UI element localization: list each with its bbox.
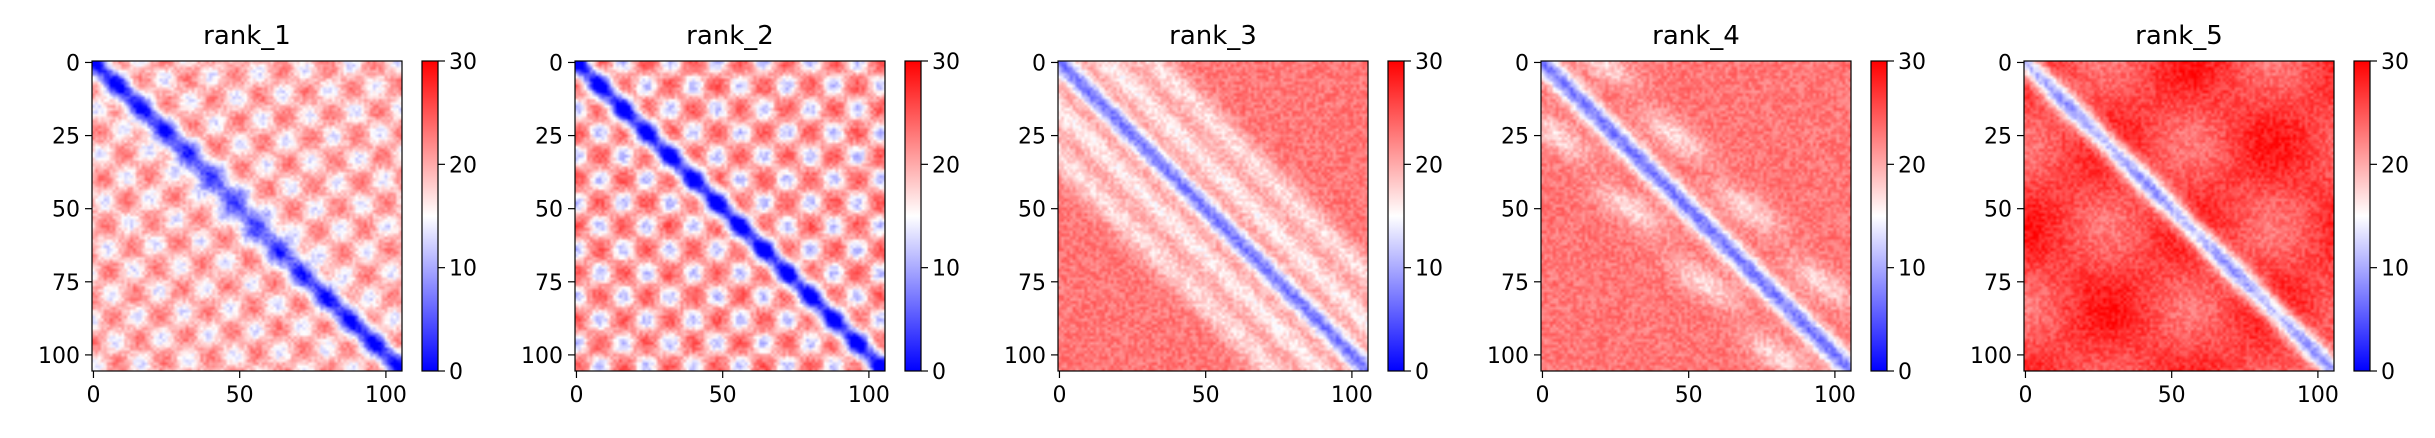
panel-title: rank_2 <box>686 21 774 51</box>
heatmap-image <box>575 61 885 371</box>
colorbar-tick-label: 30 <box>1415 50 1443 75</box>
colorbar-tick-label: 20 <box>932 153 960 178</box>
x-tick-label: 100 <box>848 383 890 408</box>
x-tick-label: 0 <box>1535 383 1549 408</box>
x-tick-label: 50 <box>1192 383 1220 408</box>
y-tick-label: 100 <box>1004 344 1046 369</box>
y-tick-label: 100 <box>38 344 80 369</box>
y-tick-label: 50 <box>1501 198 1529 223</box>
colorbar-tick-label: 0 <box>932 360 946 385</box>
colorbar-tick-label: 10 <box>932 257 960 282</box>
y-tick-label: 25 <box>1501 125 1529 150</box>
y-tick-label: 50 <box>52 198 80 223</box>
y-tick-label: 25 <box>1018 125 1046 150</box>
y-tick-label: 75 <box>535 271 563 296</box>
x-tick-label: 0 <box>86 383 100 408</box>
axes-frame <box>1540 60 1852 372</box>
colorbar-tick-label: 0 <box>1415 360 1429 385</box>
colorbar-tick-label: 20 <box>2381 153 2409 178</box>
x-tick-label: 50 <box>2158 383 2186 408</box>
heatmap-image <box>92 61 402 371</box>
axes-frame <box>91 60 403 372</box>
y-tick-label: 75 <box>1501 271 1529 296</box>
colorbar-tick-label: 10 <box>2381 257 2409 282</box>
colorbar <box>1387 60 1405 372</box>
y-tick-label: 50 <box>1984 198 2012 223</box>
x-tick-label: 50 <box>709 383 737 408</box>
x-tick-label: 0 <box>2018 383 2032 408</box>
heatmap-image <box>2024 61 2334 371</box>
x-tick-label: 0 <box>569 383 583 408</box>
y-tick-label: 0 <box>1998 51 2012 76</box>
y-tick-label: 25 <box>1984 125 2012 150</box>
panel-title: rank_1 <box>203 21 291 51</box>
colorbar-tick-label: 20 <box>449 153 477 178</box>
x-tick-label: 100 <box>1814 383 1856 408</box>
colorbar <box>421 60 439 372</box>
y-tick-label: 75 <box>1984 271 2012 296</box>
colorbar-tick-label: 30 <box>1898 50 1926 75</box>
colorbar <box>904 60 922 372</box>
y-tick-label: 75 <box>52 271 80 296</box>
y-tick-label: 100 <box>521 344 563 369</box>
x-tick-label: 100 <box>365 383 407 408</box>
y-tick-label: 25 <box>52 125 80 150</box>
colorbar <box>2353 60 2371 372</box>
y-tick-label: 100 <box>1487 344 1529 369</box>
panel-title: rank_3 <box>1169 21 1257 51</box>
colorbar-tick-label: 30 <box>2381 50 2409 75</box>
x-tick-label: 50 <box>1675 383 1703 408</box>
x-tick-label: 100 <box>2297 383 2339 408</box>
y-tick-label: 75 <box>1018 271 1046 296</box>
y-tick-label: 50 <box>535 198 563 223</box>
heatmap-image <box>1541 61 1851 371</box>
y-tick-label: 0 <box>549 51 563 76</box>
y-tick-label: 100 <box>1970 344 2012 369</box>
axes-frame <box>574 60 886 372</box>
colorbar-tick-label: 10 <box>1415 257 1443 282</box>
panel-title: rank_4 <box>1652 21 1740 51</box>
colorbar-tick-label: 0 <box>449 360 463 385</box>
y-tick-label: 0 <box>1515 51 1529 76</box>
y-tick-label: 25 <box>535 125 563 150</box>
y-tick-label: 50 <box>1018 198 1046 223</box>
colorbar-tick-label: 30 <box>932 50 960 75</box>
y-tick-label: 0 <box>66 51 80 76</box>
x-tick-label: 0 <box>1052 383 1066 408</box>
colorbar-tick-label: 0 <box>1898 360 1912 385</box>
colorbar-tick-label: 10 <box>449 257 477 282</box>
x-tick-label: 100 <box>1331 383 1373 408</box>
panel-title: rank_5 <box>2135 21 2223 51</box>
x-tick-label: 50 <box>226 383 254 408</box>
colorbar-tick-label: 30 <box>449 50 477 75</box>
colorbar-tick-label: 0 <box>2381 360 2395 385</box>
colorbar-tick-label: 20 <box>1898 153 1926 178</box>
y-tick-label: 0 <box>1032 51 1046 76</box>
colorbar <box>1870 60 1888 372</box>
axes-frame <box>2023 60 2335 372</box>
colorbar-tick-label: 10 <box>1898 257 1926 282</box>
axes-frame <box>1057 60 1369 372</box>
heatmap-image <box>1058 61 1368 371</box>
colorbar-tick-label: 20 <box>1415 153 1443 178</box>
